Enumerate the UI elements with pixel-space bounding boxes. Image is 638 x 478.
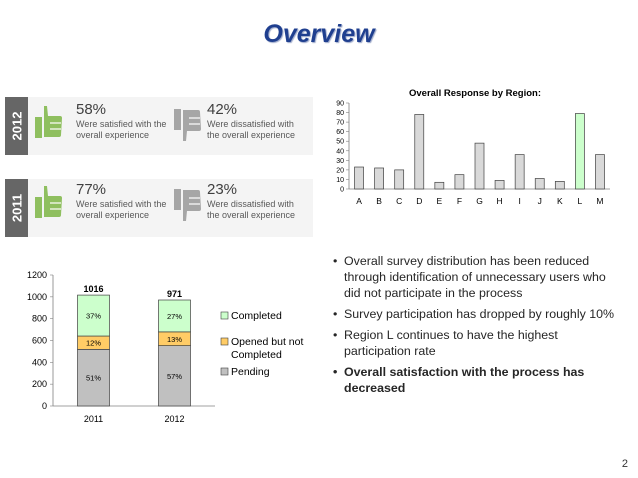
page-title: Overview — [263, 20, 375, 48]
x-tick-label: C — [396, 196, 402, 206]
x-tick-label: J — [538, 196, 542, 206]
bar — [454, 174, 465, 190]
y-tick-label: 1000 — [27, 292, 47, 302]
y-tick-label: 0 — [42, 401, 47, 411]
segment-label: 37% — [86, 312, 101, 321]
x-tick-label: L — [578, 196, 583, 206]
x-tick-label: I — [518, 196, 520, 206]
dissatisfied-description: Were dissatisfied with the overall exper… — [207, 119, 296, 140]
x-tick-label: K — [557, 196, 563, 206]
stacked-bar-segment — [77, 348, 110, 407]
x-tick-label: 2012 — [164, 414, 184, 424]
thumbs-up-icon — [35, 106, 62, 138]
y-tick-label: 60 — [336, 129, 344, 136]
legend-label: Completed — [231, 310, 282, 322]
bar — [514, 154, 525, 190]
bar — [554, 181, 565, 190]
bar — [474, 142, 485, 190]
satisfied-percent: 58% — [76, 101, 107, 118]
x-tick-label: F — [457, 196, 462, 206]
satisfied-percent: 77% — [76, 181, 107, 198]
segment-label: 27% — [167, 312, 182, 321]
stacked-bar-segment — [158, 345, 191, 407]
thumbs-down-icon — [174, 189, 201, 221]
bullet-item: Overall satisfaction with the process ha… — [333, 364, 623, 396]
chart-title: Overall Response by Region: — [409, 88, 541, 99]
legend-swatch — [220, 367, 229, 376]
y-tick-label: 800 — [32, 314, 47, 324]
y-tick-label: 30 — [336, 158, 344, 165]
bar — [575, 113, 585, 190]
bullet-item: Survey participation has dropped by roug… — [333, 306, 623, 322]
dissatisfied-percent: 23% — [207, 181, 238, 198]
segment-label: 57% — [167, 372, 182, 381]
summary-bullets: Overall survey distribution has been red… — [333, 253, 623, 401]
year-tag-2012: 2012 — [5, 97, 28, 155]
y-tick-label: 400 — [32, 357, 47, 367]
y-tick-label: 0 — [340, 187, 344, 194]
total-label: 1016 — [83, 284, 103, 294]
bar — [595, 154, 605, 190]
thumbs-up-icon — [35, 186, 62, 218]
dissatisfied-percent: 42% — [207, 101, 238, 118]
legend-label: Pending — [231, 366, 270, 378]
y-tick-label: 20 — [336, 167, 344, 174]
y-tick-label: 600 — [32, 336, 47, 346]
x-tick-label: B — [376, 196, 382, 206]
bar — [394, 169, 405, 190]
bar — [494, 180, 505, 190]
y-tick-label: 50 — [336, 139, 344, 146]
stacked-bar-segment — [158, 299, 191, 333]
page-number: 2 — [621, 458, 628, 470]
x-tick-label: M — [596, 196, 603, 206]
legend-swatch — [220, 311, 229, 320]
stacked-bar-segment — [77, 294, 110, 337]
y-tick-label: 1200 — [27, 270, 47, 280]
y-tick-label: 200 — [32, 379, 47, 389]
thumbs-down-icon — [174, 109, 201, 141]
total-label: 971 — [167, 289, 182, 299]
bullet-item: Overall survey distribution has been red… — [333, 253, 623, 301]
y-tick-label: 90 — [336, 101, 344, 108]
segment-label: 12% — [86, 339, 101, 348]
legend-swatch — [220, 337, 229, 346]
segment-label: 13% — [167, 335, 182, 344]
segment-label: 51% — [86, 374, 101, 383]
year-tag-2011: 2011 — [5, 179, 28, 237]
x-tick-label: D — [416, 196, 422, 206]
y-tick-label: 80 — [336, 110, 344, 117]
y-tick-label: 10 — [336, 177, 344, 184]
x-tick-label: A — [356, 196, 362, 206]
x-tick-label: 2011 — [84, 414, 103, 424]
satisfied-description: Were satisfied with the overall experien… — [76, 119, 167, 140]
bar — [354, 166, 364, 190]
x-tick-label: H — [497, 196, 503, 206]
satisfied-description: Were satisfied with the overall experien… — [76, 199, 167, 220]
dissatisfied-description: Were dissatisfied with the overall exper… — [207, 199, 296, 220]
y-tick-label: 70 — [336, 120, 344, 127]
x-tick-label: G — [476, 196, 483, 206]
x-tick-label: E — [437, 196, 443, 206]
bar — [414, 114, 425, 190]
legend-label: Opened but not Completed — [231, 336, 303, 361]
bullet-item: Region L continues to have the highest p… — [333, 327, 623, 359]
bar — [534, 178, 545, 190]
y-tick-label: 40 — [336, 148, 344, 155]
bar — [374, 167, 384, 190]
bar — [434, 181, 445, 190]
